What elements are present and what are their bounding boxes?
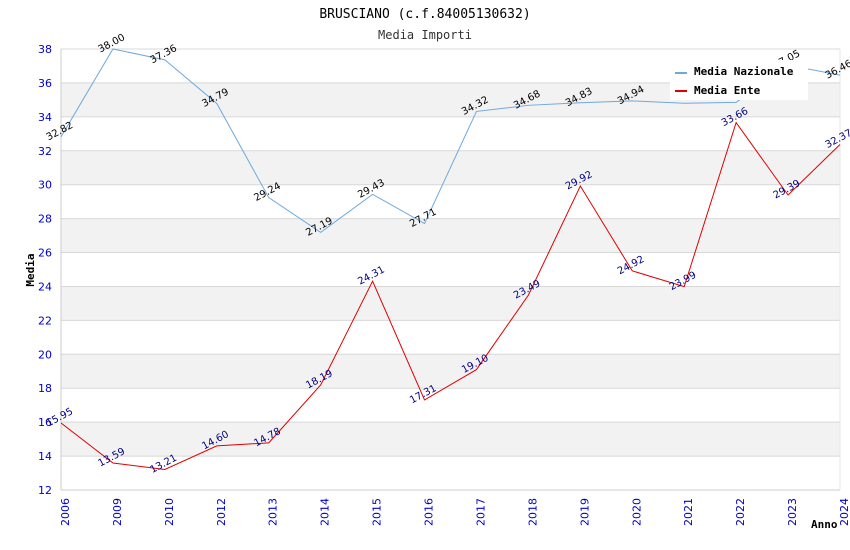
x-tick-label: 2015 bbox=[371, 498, 384, 526]
legend: Media Nazionale Media Ente bbox=[670, 60, 808, 100]
y-tick-label: 38 bbox=[38, 43, 52, 56]
x-tick-label: 2019 bbox=[578, 498, 591, 526]
x-axis-label: Anno bbox=[811, 518, 838, 531]
chart-subtitle: Media Importi bbox=[378, 28, 472, 42]
x-tick-label: 2020 bbox=[630, 498, 643, 526]
y-tick-label: 24 bbox=[38, 280, 52, 293]
y-axis-ticks: 12 14 16 18 20 22 24 26 28 30 32 34 36 38 bbox=[38, 43, 52, 497]
x-tick-label: 2017 bbox=[474, 498, 487, 526]
y-tick-label: 22 bbox=[38, 314, 52, 327]
x-axis-ticks: 2006 2009 2010 2012 2013 2014 2015 2016 2017 2018… bbox=[59, 498, 850, 526]
y-tick-label: 30 bbox=[38, 179, 52, 192]
y-tick-label: 28 bbox=[38, 213, 52, 226]
x-tick-label: 2018 bbox=[526, 498, 539, 526]
y-axis-label: Media bbox=[24, 253, 37, 286]
plot-band bbox=[61, 422, 840, 457]
y-tick-label: 36 bbox=[38, 77, 52, 90]
legend-label-nazionale: Media Nazionale bbox=[694, 65, 794, 78]
x-tick-label: 2023 bbox=[786, 498, 799, 526]
y-tick-label: 14 bbox=[38, 450, 52, 463]
plot-band bbox=[61, 286, 840, 321]
x-tick-label: 2022 bbox=[734, 498, 747, 526]
y-tick-label: 16 bbox=[38, 416, 52, 429]
x-tick-label: 2013 bbox=[267, 498, 280, 526]
series-line-nazionale bbox=[60, 48, 841, 233]
legend-box bbox=[670, 60, 808, 100]
y-tick-label: 34 bbox=[38, 111, 52, 124]
plot-band bbox=[61, 354, 840, 389]
grid-lines bbox=[60, 48, 841, 491]
y-tick-label: 32 bbox=[38, 145, 52, 158]
x-tick-label: 2012 bbox=[215, 498, 228, 526]
x-tick-label: 2021 bbox=[682, 498, 695, 526]
data-label: 36.46 bbox=[824, 58, 850, 81]
plot-band bbox=[61, 218, 840, 253]
series-lines bbox=[60, 48, 841, 470]
y-tick-label: 20 bbox=[38, 348, 52, 361]
x-tick-label: 2010 bbox=[163, 498, 176, 526]
chart-title: BRUSCIANO (c.f.84005130632) bbox=[319, 7, 530, 22]
data-label: 37.36 bbox=[148, 43, 178, 66]
x-tick-label: 2006 bbox=[59, 498, 72, 526]
x-tick-label: 2009 bbox=[111, 498, 124, 526]
y-tick-label: 18 bbox=[38, 382, 52, 395]
y-tick-label: 12 bbox=[38, 484, 52, 497]
series-line-ente bbox=[60, 121, 841, 470]
x-tick-label: 2024 bbox=[838, 498, 850, 526]
legend-label-ente: Media Ente bbox=[694, 84, 761, 97]
y-tick-label: 26 bbox=[38, 247, 52, 260]
plot-bands bbox=[61, 82, 840, 457]
x-tick-label: 2016 bbox=[423, 498, 436, 526]
x-tick-label: 2014 bbox=[319, 498, 332, 526]
